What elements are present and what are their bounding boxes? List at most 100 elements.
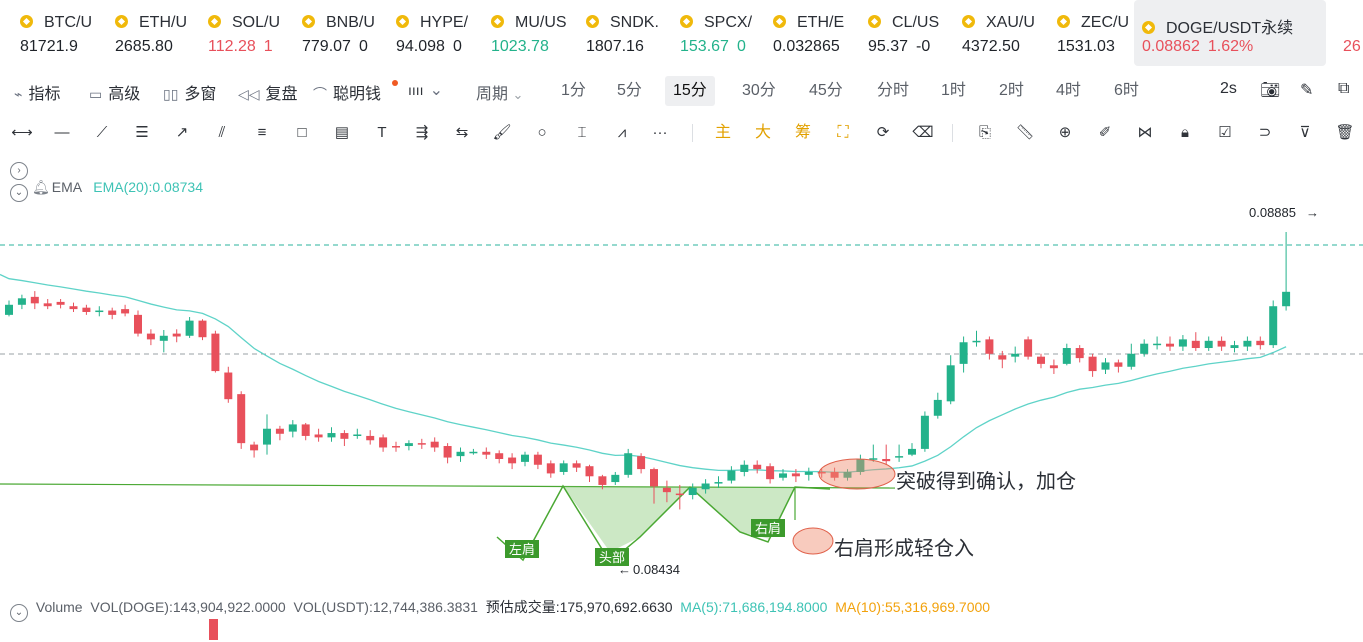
head-label-bg — [595, 548, 629, 566]
edit-list-icon[interactable]: ☑ — [1218, 124, 1232, 141]
candle-body — [998, 355, 1007, 360]
timeframe-9[interactable]: 6时 — [1114, 82, 1139, 99]
fib-lines-icon[interactable]: ≡ — [257, 124, 267, 141]
filter-icon[interactable]: ⊽ — [1299, 124, 1311, 141]
candle-body — [17, 298, 26, 305]
timeframe-5[interactable]: 分时 — [877, 82, 910, 99]
range-icon[interactable]: ⇆ — [455, 124, 469, 141]
refresh-interval[interactable]: 2s — [1220, 80, 1237, 97]
ticker-item[interactable]: MU/US 1023.78 — [491, 0, 583, 66]
lock-icon[interactable]: 🔒︎ — [1181, 124, 1189, 141]
sync-icon[interactable]: ⟳ — [876, 124, 890, 141]
ticker-price-row: 1023.78 — [491, 38, 557, 56]
divider — [692, 124, 693, 142]
highlighter-icon[interactable]: ✐ — [1098, 124, 1112, 141]
volume-bar — [209, 619, 218, 640]
heatmap-icon[interactable]: ⛶ — [837, 124, 849, 141]
chip-button[interactable]: 筹 — [794, 124, 811, 141]
trend-line-icon[interactable]: ⟋ — [96, 124, 108, 141]
more-icon[interactable]: ··· — [652, 124, 668, 141]
chart-type-dropdown[interactable]: ıııı ⌄ — [408, 80, 443, 100]
ticker-item[interactable]: ETH/E 0.032865 — [773, 0, 865, 66]
replay-button[interactable]: ◁◁ 复盘 — [238, 86, 298, 103]
measure-icon[interactable]: ⌶ — [577, 124, 587, 141]
ticker-price: 1807.16 — [586, 38, 644, 55]
price-chart[interactable]: › ⌄ 🔔︎ EMA EMA(20):0.08734 左肩 头部 右肩 突破得到确认，加仓… — [0, 152, 1363, 642]
candle-body — [314, 434, 323, 438]
ticker-item[interactable]: DOGE/USDT永续 0.08862 1.62% — [1134, 0, 1326, 66]
horizontal-ray-icon[interactable]: ⟷ — [11, 124, 33, 141]
candle-body — [1204, 340, 1213, 349]
timeframe-0[interactable]: 1分 — [561, 82, 586, 99]
candle-body — [559, 463, 568, 472]
expand-icon[interactable]: ⧉ — [1338, 80, 1350, 97]
channel-icon[interactable]: ⫽ — [218, 124, 226, 141]
advanced-button[interactable]: ▭ 高级 — [89, 86, 141, 103]
ruler-icon[interactable]: 📏︎ — [1015, 124, 1035, 141]
magnet-icon[interactable]: ⊃ — [1258, 124, 1272, 141]
ticker-symbol: ETH/U — [115, 14, 187, 32]
candle-body — [172, 333, 181, 337]
ticker-item[interactable]: SOL/U 112.28 1 — [208, 0, 300, 66]
candle-body — [688, 487, 697, 496]
candle-body — [366, 435, 375, 441]
smart-money-button[interactable]: ⌒ 聪明钱 — [313, 86, 382, 103]
timeframe-7[interactable]: 2时 — [999, 82, 1024, 99]
ticker-item[interactable]: CL/US 95.37 -0 — [868, 0, 960, 66]
text-block-icon[interactable]: ▤ — [334, 124, 350, 141]
ticker-item[interactable]: XAU/U 4372.50 — [962, 0, 1054, 66]
left-shoulder-label-bg — [505, 540, 539, 558]
ticker-price-row: 95.37 -0 — [868, 38, 930, 56]
ticker-price: 0.08862 — [1142, 38, 1200, 55]
ellipse-icon[interactable]: ○ — [537, 124, 547, 141]
candle-body — [662, 487, 671, 493]
chevron-down-icon[interactable]: ⌄ — [10, 604, 28, 622]
indicators-button[interactable]: ⌁ 指标 — [14, 86, 61, 103]
timeframe-6[interactable]: 1时 — [941, 82, 966, 99]
candle-body — [211, 333, 220, 372]
timeframe-3[interactable]: 30分 — [742, 82, 776, 99]
bell-icon[interactable]: 🔔︎ — [32, 179, 50, 195]
ticker-item[interactable]: SNDK. 1807.16 — [586, 0, 678, 66]
ticker-item[interactable]: BTC/U 81721.9 — [20, 0, 112, 66]
ticker-item[interactable]: 26 — [1343, 0, 1363, 66]
candle-body — [146, 333, 155, 340]
collapse-legend-button[interactable]: › — [10, 157, 32, 180]
position-icon[interactable]: ⇶ — [415, 124, 429, 141]
hide-icon[interactable]: ⋈ — [1137, 124, 1153, 141]
copy-icon[interactable]: ⎘ — [978, 124, 991, 141]
main-indicator-button[interactable]: 主 — [714, 124, 731, 141]
pattern-icon[interactable]: ⩘ — [617, 124, 627, 141]
period-dropdown[interactable]: 周期 ⌄ — [476, 86, 524, 103]
timeframe-4[interactable]: 45分 — [809, 82, 843, 99]
candle-body — [843, 471, 852, 478]
ticker-item[interactable]: SPCX/153.67 0 — [680, 0, 772, 66]
timeframe-8[interactable]: 4时 — [1056, 82, 1081, 99]
ticker-item[interactable]: BNB/U 779.07 0 — [302, 0, 394, 66]
trash-icon[interactable]: 🗑︎ — [1335, 124, 1355, 141]
zoom-in-icon[interactable]: ⊕ — [1058, 124, 1072, 141]
multiwindow-button[interactable]: ▯▯ 多窗 — [163, 86, 217, 103]
pencil-icon[interactable]: ✎ — [1300, 82, 1314, 99]
camera-icon[interactable]: 📷︎ — [1260, 82, 1281, 99]
text-icon[interactable]: T — [377, 124, 387, 141]
ticker-item[interactable]: HYPE/94.098 0 — [396, 0, 488, 66]
horizontal-line-icon[interactable]: — — [54, 124, 70, 141]
candle-body — [443, 446, 452, 458]
chevron-down-icon[interactable]: ⌄ — [10, 184, 28, 202]
ticker-symbol: DOGE/USDT永续 — [1142, 14, 1293, 38]
arrow-line-icon[interactable]: ↗ — [175, 124, 189, 141]
timeframe-1[interactable]: 5分 — [617, 82, 642, 99]
rectangle-icon[interactable]: □ — [297, 124, 307, 141]
binance-coin-icon — [962, 15, 975, 28]
big-order-button[interactable]: 大 — [754, 124, 771, 141]
brush-icon[interactable]: 🖌︎ — [492, 124, 512, 141]
erase-drawings-icon[interactable]: ⌫ — [912, 124, 934, 141]
binance-coin-icon — [208, 15, 221, 28]
ticker-item[interactable]: ZEC/U 1531.03 — [1057, 0, 1149, 66]
ticker-item[interactable]: ETH/U 2685.80 — [115, 0, 207, 66]
parallel-lines-icon[interactable]: ☰ — [135, 124, 149, 141]
timeframe-2[interactable]: 15分 — [665, 76, 715, 106]
high-price-label: 0.08885 — [1249, 205, 1296, 220]
